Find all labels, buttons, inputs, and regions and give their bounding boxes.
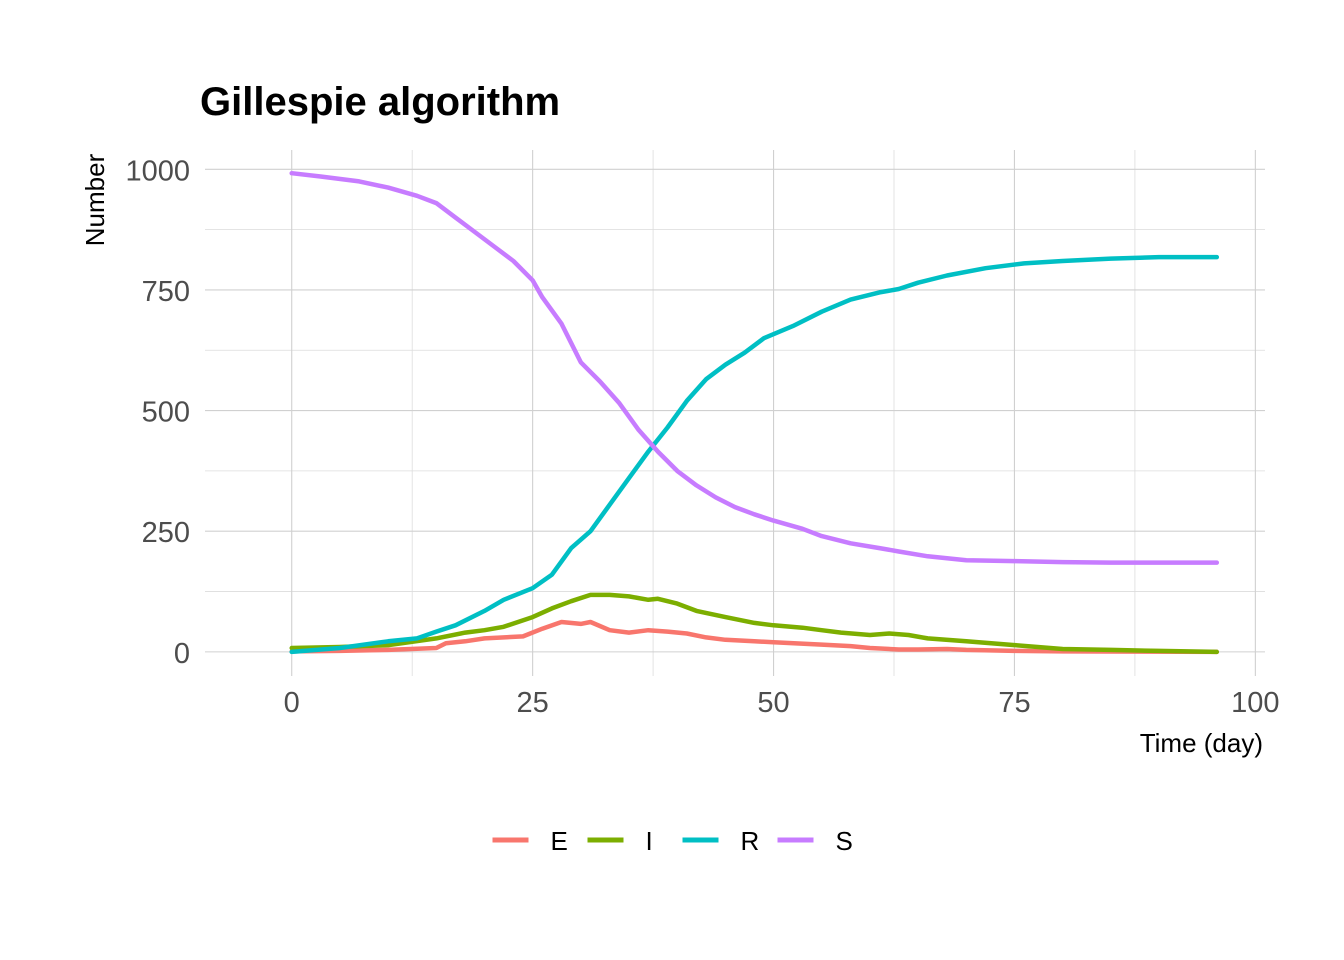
legend-label-i: I <box>646 826 653 856</box>
x-tick-label: 0 <box>284 687 300 719</box>
y-tick-label: 750 <box>142 276 190 308</box>
chart-title: Gillespie algorithm <box>200 80 560 124</box>
y-axis-label: Number <box>80 153 110 246</box>
series-lines <box>289 170 1220 655</box>
series-line-e <box>289 619 1220 655</box>
legend-label-r: R <box>741 826 760 856</box>
y-tick-label: 1000 <box>125 155 190 187</box>
y-tick-label: 0 <box>174 638 190 670</box>
series-line-r <box>289 254 1220 655</box>
x-tick-label: 25 <box>517 687 549 719</box>
x-tick-label: 100 <box>1231 687 1279 719</box>
series-line-i <box>289 592 1220 655</box>
legend-label-e: E <box>551 826 568 856</box>
y-tick-label: 250 <box>142 517 190 549</box>
series-line-s <box>289 170 1220 565</box>
x-tick-label: 50 <box>757 687 789 719</box>
y-tick-label: 500 <box>142 397 190 429</box>
legend-label-s: S <box>836 826 853 856</box>
grid <box>205 150 1265 676</box>
x-tick-label: 75 <box>998 687 1030 719</box>
x-axis-label: Time (day) <box>1140 728 1263 758</box>
